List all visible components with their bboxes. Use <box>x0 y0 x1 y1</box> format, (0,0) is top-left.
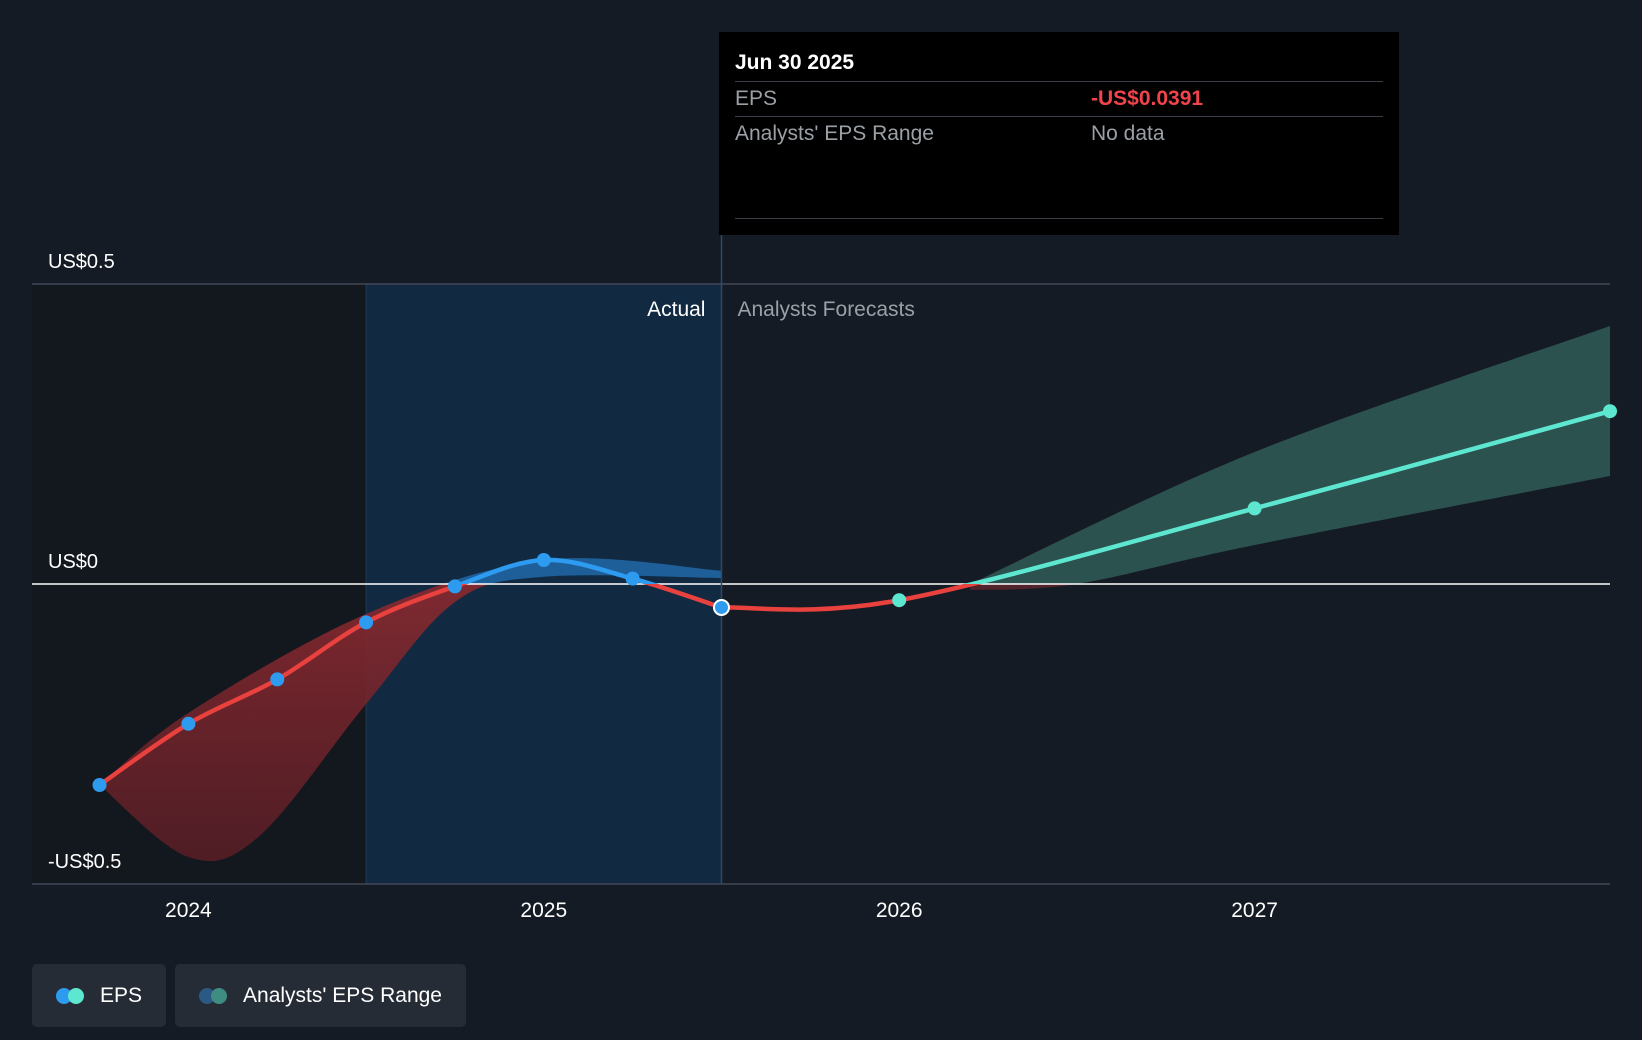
tooltip-range-value: No data <box>1091 122 1165 145</box>
tooltip-divider <box>735 218 1383 219</box>
data-tooltip: Jun 30 2025 EPS -US$0.0391 Analysts' EPS… <box>719 32 1399 235</box>
forecast-range-band-positive <box>970 326 1610 584</box>
tooltip-row-eps: EPS -US$0.0391 <box>735 82 1383 117</box>
y-tick-label: US$0.5 <box>48 251 115 273</box>
x-tick-label: 2025 <box>520 899 567 922</box>
tooltip-eps-label: EPS <box>735 87 778 110</box>
tooltip-date: Jun 30 2025 <box>735 32 1383 82</box>
tooltip-eps-value: -US$0.0391 <box>1091 87 1204 110</box>
eps-forecast-line-negative <box>719 584 983 612</box>
eps-forecast-point[interactable] <box>892 593 907 608</box>
eps-actual-point[interactable] <box>181 716 196 731</box>
y-tick-label: -US$0.5 <box>48 851 121 873</box>
legend-eps-label: EPS <box>100 983 143 1007</box>
x-tick-label: 2024 <box>165 899 212 922</box>
tooltip-row-range: Analysts' EPS Range No data <box>735 117 1383 151</box>
eps-actual-point[interactable] <box>447 579 462 594</box>
actual-range-band-positive <box>443 558 722 584</box>
legend-eps-dots-icon <box>56 987 86 1004</box>
section-label-actual: Actual <box>647 298 705 321</box>
eps-actual-point[interactable] <box>712 598 730 616</box>
eps-forecast-point[interactable] <box>1247 501 1262 516</box>
eps-forecast-line-positive <box>963 408 1613 584</box>
eps-actual-point[interactable] <box>92 778 107 792</box>
eps-actual-point[interactable] <box>625 571 640 586</box>
x-tick-label: 2027 <box>1231 899 1278 922</box>
legend-item-eps[interactable]: EPS <box>32 964 167 1027</box>
eps-actual-point[interactable] <box>536 553 551 567</box>
eps-chart: US$0.5 US$0 -US$0.5 2024 2025 2026 2027 Actual… <box>32 235 1617 922</box>
eps-actual-point[interactable] <box>270 672 285 687</box>
forecast-range-band-negative <box>970 584 1077 590</box>
legend-range-dots-icon <box>199 987 229 1004</box>
eps-actual-point[interactable] <box>359 615 374 630</box>
section-label-forecast: Analysts Forecasts <box>737 298 914 321</box>
tooltip-range-label: Analysts' EPS Range <box>735 122 934 145</box>
legend-range-label: Analysts' EPS Range <box>243 983 442 1007</box>
x-tick-label: 2026 <box>876 899 923 922</box>
eps-forecast-point[interactable] <box>1603 404 1617 419</box>
y-tick-label: US$0 <box>48 551 98 573</box>
actual-range-band-negative <box>99 584 491 862</box>
chart-legend: EPS Analysts' EPS Range <box>32 964 466 1027</box>
legend-item-eps-range[interactable]: Analysts' EPS Range <box>175 964 466 1027</box>
eps-actual-line-positive <box>454 557 659 584</box>
